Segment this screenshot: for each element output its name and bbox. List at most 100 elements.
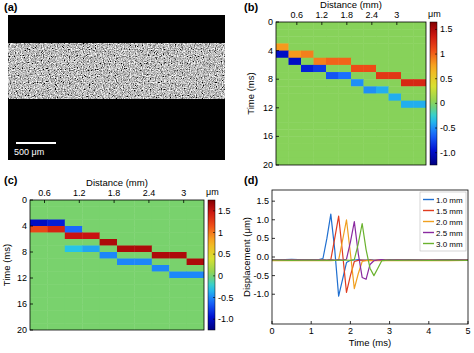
- heat-cell: [301, 43, 314, 51]
- heat-cell: [117, 226, 135, 233]
- heat-cell: [401, 51, 414, 59]
- x-tick: [350, 321, 351, 324]
- x-tick: [396, 22, 397, 25]
- heat-cell: [376, 129, 389, 137]
- heat-cell: [314, 22, 327, 30]
- heat-cell: [152, 285, 170, 292]
- heat-cell: [47, 226, 65, 233]
- heat-cell: [100, 304, 118, 311]
- legend-label: 1.5 mm: [436, 207, 463, 216]
- heat-cell: [364, 136, 377, 144]
- heat-cell: [351, 58, 364, 66]
- heat-cell: [414, 51, 427, 59]
- y-tick: [272, 201, 275, 202]
- y-tick-label: 12: [263, 103, 273, 113]
- heat-cell: [289, 158, 302, 165]
- heat-cell: [100, 239, 118, 246]
- heat-cell: [276, 158, 289, 165]
- colorbar-tick-label: -0.5: [440, 123, 456, 133]
- heat-cell: [152, 291, 170, 298]
- heat-cell: [389, 43, 402, 51]
- heat-cell: [276, 122, 289, 130]
- heat-cell: [117, 317, 135, 324]
- heat-cell: [414, 72, 427, 80]
- heat-cell: [351, 72, 364, 80]
- heat-cell: [65, 265, 83, 272]
- heat-cell: [169, 304, 187, 311]
- heat-cell: [289, 86, 302, 94]
- heat-cell: [276, 136, 289, 144]
- heat-cell: [117, 298, 135, 305]
- heat-cell: [314, 72, 327, 80]
- heat-cell: [289, 101, 302, 109]
- heat-cell: [65, 311, 83, 318]
- heat-cell: [301, 51, 314, 59]
- heat-cell: [134, 324, 152, 331]
- heat-cell: [339, 115, 352, 123]
- heat-cell: [82, 252, 100, 259]
- heat-cell: [47, 220, 65, 227]
- heat-cell: [47, 200, 65, 207]
- heat-cell: [187, 278, 204, 285]
- heat-cell: [339, 51, 352, 59]
- heat-cell: [276, 86, 289, 94]
- heat-cell: [187, 213, 204, 220]
- heat-cell: [389, 36, 402, 44]
- heat-cell: [301, 72, 314, 80]
- colorbar-tick-label: 1.5: [218, 206, 231, 216]
- colorbar-tick: [213, 232, 215, 233]
- heat-cell: [414, 79, 427, 87]
- heat-cell: [389, 29, 402, 37]
- heat-cell: [301, 94, 314, 102]
- heat-cell: [414, 144, 427, 152]
- x-tick-label: 2: [348, 326, 353, 336]
- heat-cell: [326, 122, 339, 130]
- heat-cell: [187, 272, 204, 279]
- heat-cell: [65, 200, 83, 207]
- x-tick-label: 0: [269, 326, 274, 336]
- heat-cell: [30, 246, 48, 253]
- heat-cell: [339, 136, 352, 144]
- heat-cell: [117, 246, 135, 253]
- heat-cell: [100, 220, 118, 227]
- heat-cell: [30, 252, 48, 259]
- heat-cell: [100, 278, 118, 285]
- heat-cell: [326, 29, 339, 37]
- heat-cell: [152, 259, 170, 266]
- y-axis-title: Displacement (μm): [241, 217, 252, 297]
- heat-cell: [47, 298, 65, 305]
- y-tick-label: 8: [22, 247, 27, 257]
- y-tick-label: -0.5: [253, 271, 269, 281]
- heat-cell: [301, 65, 314, 73]
- heat-cell: [364, 86, 377, 94]
- heat-cell: [65, 239, 83, 246]
- heat-cell: [376, 72, 389, 80]
- heat-cell: [134, 285, 152, 292]
- heat-cell: [301, 58, 314, 66]
- heat-cell: [364, 79, 377, 87]
- heat-cell: [351, 101, 364, 109]
- heat-cell: [326, 144, 339, 152]
- y-tick: [30, 304, 33, 305]
- heat-cell: [65, 317, 83, 324]
- heat-cell: [339, 144, 352, 152]
- heat-cell: [65, 220, 83, 227]
- heat-cell: [339, 101, 352, 109]
- heat-cell: [82, 220, 100, 227]
- heat-cell: [289, 72, 302, 80]
- heat-cell: [389, 158, 402, 165]
- heat-cell: [134, 259, 152, 266]
- heat-cell: [301, 36, 314, 44]
- heat-cell: [339, 86, 352, 94]
- heat-cell: [289, 136, 302, 144]
- heat-cell: [414, 136, 427, 144]
- plot-frame: [276, 22, 426, 165]
- heat-cell: [314, 151, 327, 159]
- heat-cell: [65, 213, 83, 220]
- heat-cell: [339, 129, 352, 137]
- heat-cell: [187, 291, 204, 298]
- heat-cell: [389, 144, 402, 152]
- heat-cell: [301, 129, 314, 137]
- heat-cell: [289, 65, 302, 73]
- heat-cell: [364, 115, 377, 123]
